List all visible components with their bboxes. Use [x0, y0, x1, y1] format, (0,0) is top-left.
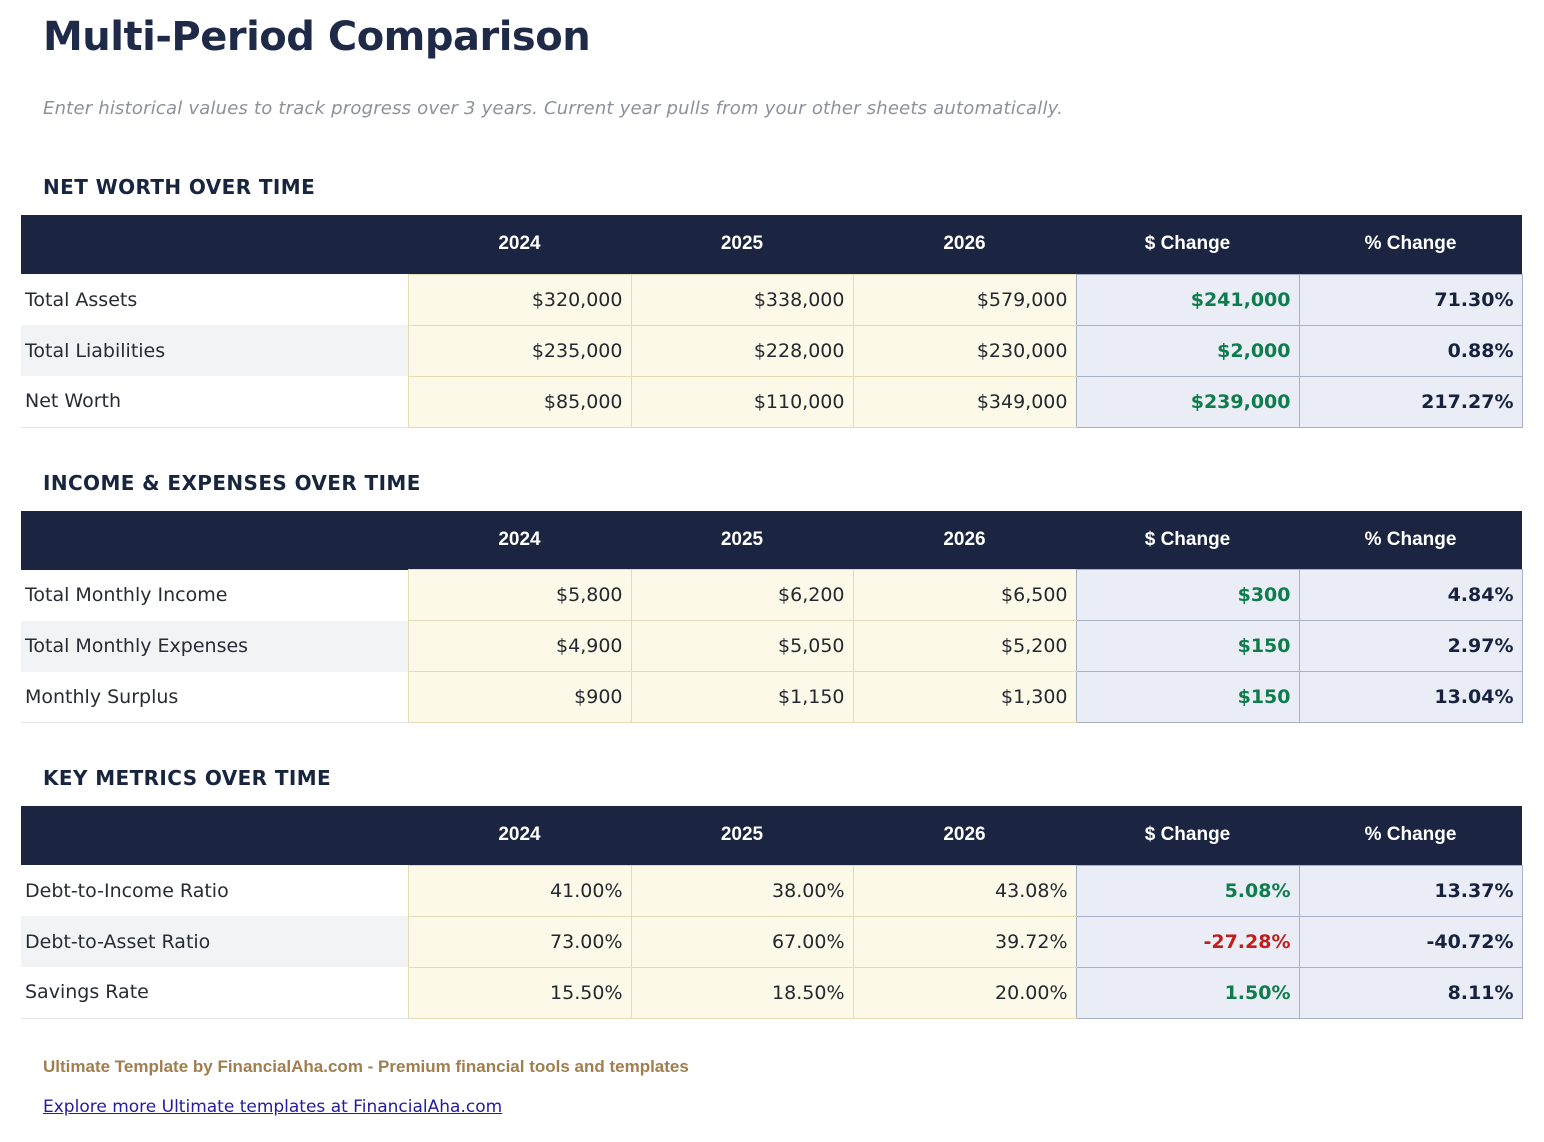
row-label: Monthly Surplus [21, 671, 408, 723]
page: Multi-Period Comparison Enter historical… [21, 14, 1523, 1117]
table-row: Debt-to-Income Ratio 41.00% 38.00% 43.08… [21, 864, 1523, 917]
value-2026[interactable]: $5,200 [852, 620, 1077, 672]
column-header-2026: 2026 [853, 215, 1076, 274]
dollar-change-cell: 1.50% [1075, 966, 1300, 1019]
value-2026[interactable]: $6,500 [852, 569, 1077, 621]
column-header-2024: 2024 [408, 215, 631, 274]
dollar-change-cell: $150 [1075, 671, 1300, 723]
column-header-blank [21, 806, 408, 865]
column-header-2026: 2026 [853, 510, 1076, 570]
dollar-change-cell: $239,000 [1075, 375, 1300, 428]
dollar-change-cell: $241,000 [1075, 273, 1300, 326]
value-2025[interactable]: $228,000 [630, 324, 854, 377]
column-header-2026: 2026 [853, 806, 1076, 865]
row-label: Total Monthly Expenses [21, 620, 408, 672]
table-row: Total Liabilities $235,000 $228,000 $230… [21, 324, 1523, 377]
value-2026[interactable]: 20.00% [852, 966, 1077, 1019]
column-header-pct-change: % Change [1299, 806, 1522, 865]
pct-change-cell: 71.30% [1298, 273, 1523, 326]
value-2026[interactable]: $230,000 [852, 324, 1077, 377]
pct-change-cell: 4.84% [1298, 569, 1523, 621]
value-2024[interactable]: 15.50% [407, 966, 632, 1019]
table-row: Net Worth $85,000 $110,000 $349,000 $239… [21, 375, 1523, 428]
row-label: Total Liabilities [21, 325, 408, 376]
table-header-row: 2024 2025 2026 $ Change % Change [21, 806, 1522, 865]
column-header-2025: 2025 [631, 806, 853, 865]
column-header-dollar-change: $ Change [1076, 215, 1299, 274]
dollar-change-cell: 5.08% [1075, 864, 1300, 917]
column-header-blank [21, 510, 408, 570]
pct-change-cell: 13.37% [1298, 864, 1523, 917]
footer-link-row: Explore more Ultimate templates at Finan… [43, 1097, 1523, 1117]
value-2025[interactable]: $110,000 [630, 375, 854, 428]
value-2026[interactable]: 39.72% [852, 915, 1077, 968]
section-title-net-worth: NET WORTH OVER TIME [43, 175, 316, 199]
column-header-dollar-change: $ Change [1076, 806, 1299, 865]
table-row: Monthly Surplus $900 $1,150 $1,300 $150 … [21, 671, 1523, 723]
section-title-key-metrics: KEY METRICS OVER TIME [43, 766, 332, 790]
dollar-change-cell: $2,000 [1075, 324, 1300, 377]
value-2025[interactable]: $1,150 [630, 671, 854, 723]
page-title: Multi-Period Comparison [43, 14, 591, 60]
pct-change-cell: 2.97% [1298, 620, 1523, 672]
value-2024[interactable]: $900 [407, 671, 632, 723]
row-label: Net Worth [21, 376, 408, 428]
column-header-2024: 2024 [408, 510, 631, 570]
column-header-pct-change: % Change [1299, 510, 1522, 570]
table-header-row: 2024 2025 2026 $ Change % Change [21, 215, 1522, 274]
value-2025[interactable]: $338,000 [630, 273, 854, 326]
row-label: Total Assets [21, 274, 408, 325]
value-2026[interactable]: 43.08% [852, 864, 1077, 917]
table-row: Debt-to-Asset Ratio 73.00% 67.00% 39.72%… [21, 915, 1523, 968]
dollar-change-cell: -27.28% [1075, 915, 1300, 968]
table-row: Savings Rate 15.50% 18.50% 20.00% 1.50% … [21, 966, 1523, 1019]
value-2024[interactable]: $5,800 [407, 569, 632, 621]
value-2026[interactable]: $349,000 [852, 375, 1077, 428]
row-label: Debt-to-Income Ratio [21, 865, 408, 916]
value-2025[interactable]: $6,200 [630, 569, 854, 621]
row-label: Total Monthly Income [21, 569, 408, 621]
value-2024[interactable]: 41.00% [407, 864, 632, 917]
pct-change-cell: 0.88% [1298, 324, 1523, 377]
column-header-2025: 2025 [631, 510, 853, 570]
value-2025[interactable]: 38.00% [630, 864, 854, 917]
pct-change-cell: 217.27% [1298, 375, 1523, 428]
income-expenses-table: 2024 2025 2026 $ Change % Change Total M… [21, 510, 1523, 723]
table-header-row: 2024 2025 2026 $ Change % Change [21, 510, 1522, 570]
dollar-change-cell: $150 [1075, 620, 1300, 672]
column-header-dollar-change: $ Change [1076, 510, 1299, 570]
page-subtitle: Enter historical values to track progres… [43, 98, 1064, 119]
row-label: Savings Rate [21, 967, 408, 1019]
value-2025[interactable]: $5,050 [630, 620, 854, 672]
table-row: Total Monthly Expenses $4,900 $5,050 $5,… [21, 620, 1523, 672]
pct-change-cell: 13.04% [1298, 671, 1523, 723]
column-header-blank [21, 215, 408, 274]
value-2025[interactable]: 18.50% [630, 966, 854, 1019]
section-title-income-expenses: INCOME & EXPENSES OVER TIME [43, 470, 421, 495]
footer-credit: Ultimate Template by FinancialAha.com - … [43, 1056, 689, 1076]
table-row: Total Assets $320,000 $338,000 $579,000 … [21, 273, 1523, 326]
value-2024[interactable]: $235,000 [407, 324, 632, 377]
table-row: Total Monthly Income $5,800 $6,200 $6,50… [21, 569, 1523, 621]
pct-change-cell: -40.72% [1298, 915, 1523, 968]
value-2024[interactable]: $85,000 [407, 375, 632, 428]
value-2025[interactable]: 67.00% [630, 915, 854, 968]
value-2024[interactable]: 73.00% [407, 915, 632, 968]
value-2026[interactable]: $1,300 [852, 671, 1077, 723]
value-2026[interactable]: $579,000 [852, 273, 1077, 326]
dollar-change-cell: $300 [1075, 569, 1300, 621]
column-header-2025: 2025 [631, 215, 853, 274]
column-header-2024: 2024 [408, 806, 631, 865]
key-metrics-table: 2024 2025 2026 $ Change % Change Debt-to… [21, 806, 1523, 1019]
pct-change-cell: 8.11% [1298, 966, 1523, 1019]
value-2024[interactable]: $320,000 [407, 273, 632, 326]
footer-link[interactable]: Explore more Ultimate templates at Finan… [43, 1096, 503, 1117]
value-2024[interactable]: $4,900 [407, 620, 632, 672]
net-worth-table: 2024 2025 2026 $ Change % Change Total A… [21, 215, 1523, 428]
column-header-pct-change: % Change [1299, 215, 1522, 274]
row-label: Debt-to-Asset Ratio [21, 916, 408, 967]
